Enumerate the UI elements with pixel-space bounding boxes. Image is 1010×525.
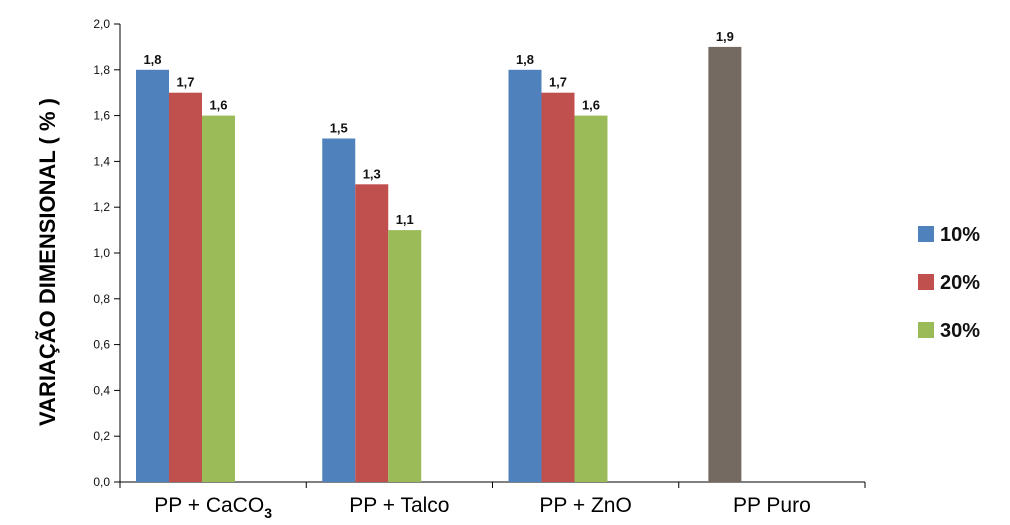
x-tick-label: PP Puro bbox=[733, 494, 811, 517]
bars bbox=[136, 46, 742, 483]
bar bbox=[708, 46, 742, 483]
data-label: 1,8 bbox=[516, 52, 534, 67]
data-label: 1,6 bbox=[582, 98, 600, 113]
legend-swatch bbox=[918, 322, 934, 338]
data-label: 1,8 bbox=[143, 52, 161, 67]
y-tick-label: 0,2 bbox=[93, 429, 110, 443]
legend: 10% 20% 30% bbox=[918, 224, 980, 342]
y-axis-label: VARIAÇÃO DIMENSIONAL ( % ) bbox=[35, 98, 60, 426]
legend-label: 30% bbox=[940, 320, 980, 342]
y-tick-label: 1,0 bbox=[93, 246, 110, 260]
data-labels: 1,8 1,5 1,8 1,7 1,3 1,7 1,6 1,1 1,6 1,9 bbox=[143, 29, 733, 227]
data-label: 1,7 bbox=[549, 75, 567, 90]
y-tick-label: 1,2 bbox=[93, 200, 110, 214]
legend-label: 10% bbox=[940, 224, 980, 246]
bar bbox=[169, 92, 202, 482]
data-label: 1,3 bbox=[363, 166, 381, 181]
legend-swatch bbox=[918, 226, 934, 242]
data-label: 1,1 bbox=[396, 212, 414, 227]
axes: 0,0 0,2 0,4 0,6 0,8 1,0 1,2 1,4 1,6 1,8 2,0 PP + Ca… bbox=[93, 17, 866, 521]
y-tick-label: 0,6 bbox=[93, 338, 110, 352]
y-tick-label: 0,0 bbox=[93, 475, 110, 489]
legend-swatch bbox=[918, 274, 934, 290]
data-label: 1,5 bbox=[330, 121, 348, 136]
bar bbox=[508, 69, 542, 483]
y-tick-label: 0,4 bbox=[93, 383, 110, 397]
y-tick-label: 2,0 bbox=[93, 17, 110, 31]
bar bbox=[136, 69, 169, 483]
data-label: 1,9 bbox=[716, 29, 734, 44]
y-tick-label: 1,6 bbox=[93, 109, 110, 123]
bar bbox=[355, 184, 389, 483]
bar bbox=[202, 115, 235, 482]
bar bbox=[541, 92, 575, 482]
data-label: 1,6 bbox=[209, 98, 227, 113]
y-axis-label-group: VARIAÇÃO DIMENSIONAL ( % ) bbox=[35, 98, 60, 426]
y-tick-label: 1,4 bbox=[93, 154, 110, 168]
bar bbox=[322, 138, 356, 482]
data-label: 1,7 bbox=[176, 75, 194, 90]
legend-label: 20% bbox=[940, 272, 980, 294]
y-tick-label: 0,8 bbox=[93, 292, 110, 306]
bar bbox=[574, 115, 608, 482]
x-tick-label: PP + ZnO bbox=[539, 494, 631, 517]
x-tick-label: PP + CaCO3 bbox=[154, 494, 272, 521]
x-tick-label: PP + Talco bbox=[349, 494, 449, 517]
y-tick-label: 1,8 bbox=[93, 63, 110, 77]
bar bbox=[388, 230, 422, 482]
